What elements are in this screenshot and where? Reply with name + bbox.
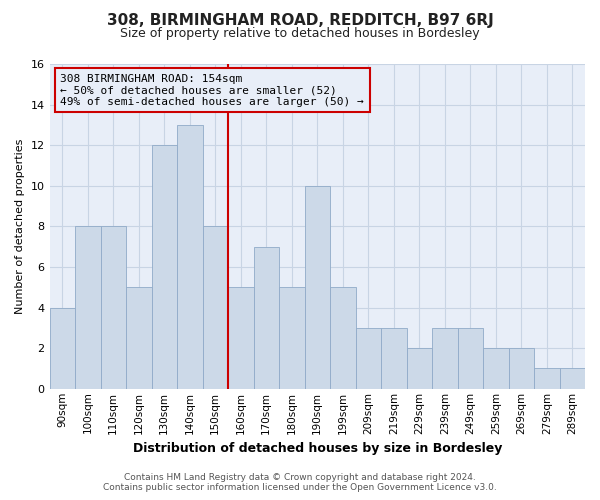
Bar	[177, 125, 203, 389]
Bar	[381, 328, 407, 389]
Bar	[432, 328, 458, 389]
Bar	[560, 368, 585, 389]
Bar	[254, 246, 279, 389]
Bar	[126, 288, 152, 389]
Bar	[279, 288, 305, 389]
Bar	[305, 186, 330, 389]
Bar	[101, 226, 126, 389]
Bar	[152, 145, 177, 389]
Bar	[407, 348, 432, 389]
Bar	[50, 308, 75, 389]
Text: Size of property relative to detached houses in Bordesley: Size of property relative to detached ho…	[120, 28, 480, 40]
Bar	[356, 328, 381, 389]
Text: Contains HM Land Registry data © Crown copyright and database right 2024.
Contai: Contains HM Land Registry data © Crown c…	[103, 473, 497, 492]
Bar	[203, 226, 228, 389]
Bar	[75, 226, 101, 389]
Bar	[458, 328, 483, 389]
Bar	[509, 348, 534, 389]
Bar	[228, 288, 254, 389]
Bar	[483, 348, 509, 389]
Bar	[534, 368, 560, 389]
Text: 308, BIRMINGHAM ROAD, REDDITCH, B97 6RJ: 308, BIRMINGHAM ROAD, REDDITCH, B97 6RJ	[107, 12, 493, 28]
X-axis label: Distribution of detached houses by size in Bordesley: Distribution of detached houses by size …	[133, 442, 502, 455]
Bar	[330, 288, 356, 389]
Text: 308 BIRMINGHAM ROAD: 154sqm
← 50% of detached houses are smaller (52)
49% of sem: 308 BIRMINGHAM ROAD: 154sqm ← 50% of det…	[60, 74, 364, 107]
Y-axis label: Number of detached properties: Number of detached properties	[15, 138, 25, 314]
